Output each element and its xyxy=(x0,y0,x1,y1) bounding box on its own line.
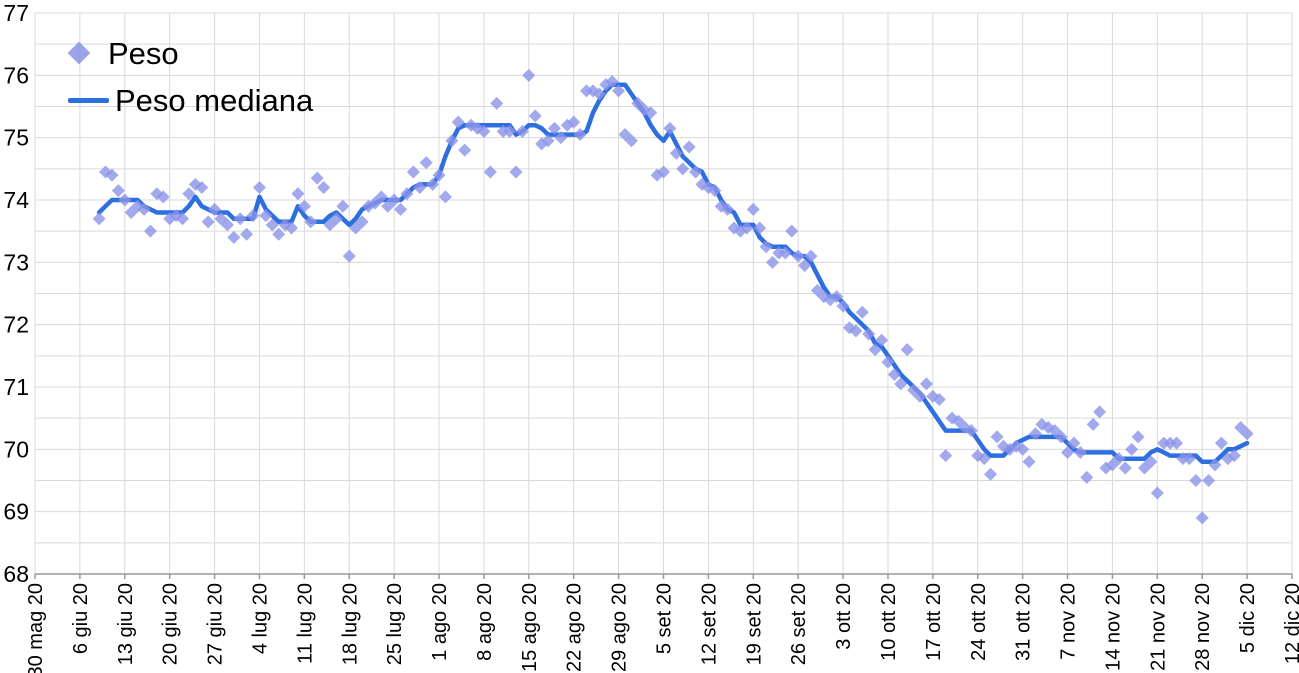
svg-text:77: 77 xyxy=(3,0,29,26)
svg-text:27 giu 20: 27 giu 20 xyxy=(205,583,227,665)
svg-text:30 mag 20: 30 mag 20 xyxy=(25,583,47,673)
svg-text:5 dic 20: 5 dic 20 xyxy=(1237,583,1259,653)
svg-text:19 set 20: 19 set 20 xyxy=(743,583,765,665)
svg-text:25 lug 20: 25 lug 20 xyxy=(384,583,406,665)
svg-text:75: 75 xyxy=(3,125,29,151)
svg-text:24 ott 20: 24 ott 20 xyxy=(968,583,990,661)
svg-text:21 nov 20: 21 nov 20 xyxy=(1147,583,1169,671)
legend-label-peso: Peso xyxy=(108,35,179,71)
svg-text:12 dic 20: 12 dic 20 xyxy=(1282,583,1299,664)
svg-text:74: 74 xyxy=(3,187,29,213)
svg-text:10 ott 20: 10 ott 20 xyxy=(878,583,900,661)
svg-text:20 giu 20: 20 giu 20 xyxy=(160,583,182,665)
svg-text:72: 72 xyxy=(3,312,29,338)
svg-text:14 nov 20: 14 nov 20 xyxy=(1102,583,1124,671)
y-axis-labels: 68 69 70 71 72 73 74 75 76 77 xyxy=(3,0,29,587)
legend-item-peso-mediana[interactable]: Peso mediana xyxy=(68,77,313,123)
peso-scatter-points[interactable] xyxy=(92,68,1254,525)
svg-text:8 ago 20: 8 ago 20 xyxy=(474,583,496,661)
svg-text:22 ago 20: 22 ago 20 xyxy=(564,583,586,672)
svg-text:5 set 20: 5 set 20 xyxy=(654,583,676,654)
svg-text:11 lug 20: 11 lug 20 xyxy=(294,583,316,664)
x-axis xyxy=(34,573,1293,579)
svg-text:31 ott 20: 31 ott 20 xyxy=(1013,583,1035,661)
svg-text:12 set 20: 12 set 20 xyxy=(698,583,720,665)
svg-text:70: 70 xyxy=(3,436,29,462)
svg-text:18 lug 20: 18 lug 20 xyxy=(339,583,361,665)
svg-text:71: 71 xyxy=(3,374,29,400)
svg-text:17 ott 20: 17 ott 20 xyxy=(923,583,945,661)
x-axis-labels: 30 mag 20 6 giu 20 13 giu 20 20 giu 20 27 gi… xyxy=(25,583,1299,673)
svg-text:13 giu 20: 13 giu 20 xyxy=(115,583,137,665)
line-marker-icon xyxy=(68,97,109,103)
svg-text:6 giu 20: 6 giu 20 xyxy=(70,583,92,654)
svg-text:28 nov 20: 28 nov 20 xyxy=(1192,583,1214,671)
legend-item-peso[interactable]: Peso xyxy=(68,30,313,76)
svg-text:73: 73 xyxy=(3,249,29,275)
svg-text:3 ott 20: 3 ott 20 xyxy=(833,583,855,650)
svg-text:7 nov 20: 7 nov 20 xyxy=(1058,583,1080,660)
svg-text:29 ago 20: 29 ago 20 xyxy=(609,583,631,672)
legend-label-peso-mediana: Peso mediana xyxy=(115,82,314,118)
diamond-marker-icon xyxy=(68,42,90,64)
svg-text:4 lug 20: 4 lug 20 xyxy=(249,583,271,654)
svg-text:1 ago 20: 1 ago 20 xyxy=(429,583,451,661)
svg-text:26 set 20: 26 set 20 xyxy=(788,583,810,665)
gridlines xyxy=(34,12,1293,574)
chart-legend: Peso Peso mediana xyxy=(68,30,313,123)
svg-text:68: 68 xyxy=(3,561,29,587)
svg-text:15 ago 20: 15 ago 20 xyxy=(519,583,541,672)
svg-text:69: 69 xyxy=(3,499,29,525)
svg-text:76: 76 xyxy=(3,62,29,88)
